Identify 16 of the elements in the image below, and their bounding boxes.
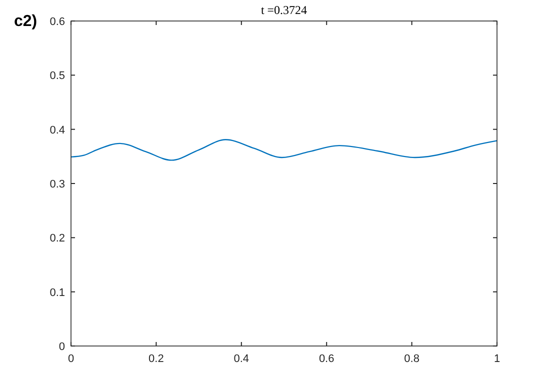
chart-title: t =0.3724	[260, 3, 308, 17]
x-tick-label: 0.8	[404, 353, 420, 365]
line-series	[70, 139, 498, 161]
x-tick-label: 0.6	[318, 353, 334, 365]
y-tick-label: 0.4	[50, 124, 65, 136]
y-tick-label: 0	[58, 341, 65, 353]
y-tick-label: 0.6	[50, 16, 65, 28]
text: c2)	[14, 13, 38, 30]
y-tick-label: 0.5	[50, 70, 65, 82]
x-tick-label: 0.4	[234, 353, 250, 365]
y-tick-label: 0.1	[50, 286, 65, 299]
y-tick-label: 0.2	[50, 232, 65, 245]
x-tick-label: 0	[68, 353, 74, 365]
x-tick-label: 0.2	[148, 353, 164, 365]
y-tick-label: 0.3	[50, 178, 65, 190]
x-tick-label: 1	[494, 353, 500, 365]
